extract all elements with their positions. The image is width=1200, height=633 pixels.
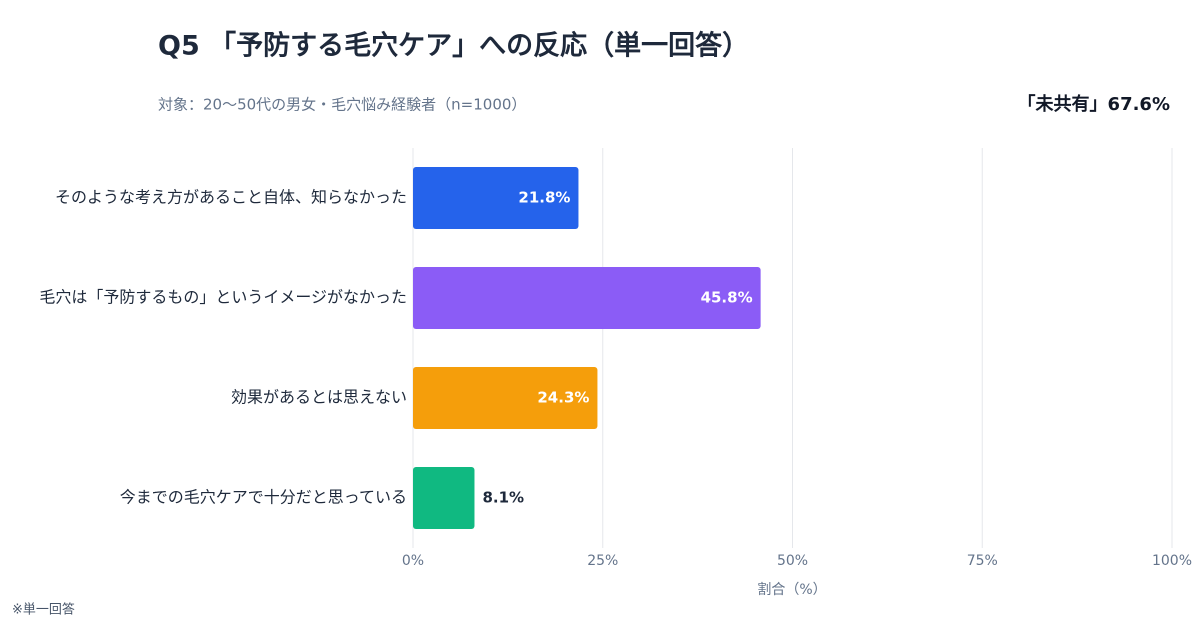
y-tick-label: 毛穴は「予防するもの」というイメージがなかった: [39, 288, 407, 307]
x-axis-label: 割合（%）: [757, 581, 826, 598]
x-tick-label: 75%: [967, 553, 998, 569]
value-label: 21.8%: [518, 189, 570, 207]
value-label: 8.1%: [482, 489, 524, 507]
x-tick-label: 50%: [777, 553, 808, 569]
footnote: ※単一回答: [12, 602, 75, 618]
y-tick-label: そのような考え方があること自体、知らなかった: [55, 188, 407, 207]
value-label: 45.8%: [701, 289, 753, 307]
bar: [413, 467, 475, 529]
x-tick-label: 0%: [402, 553, 424, 569]
y-tick-label: 効果があるとは思えない: [231, 388, 407, 407]
y-tick-label: 今までの毛穴ケアで十分だと思っている: [120, 488, 407, 507]
chart-subtitle: 対象：20〜50代の男女・毛穴悩み経験者（n=1000）: [158, 96, 526, 114]
bar: [413, 167, 579, 229]
bar: [413, 267, 761, 329]
annotation: 「未共有」67.6%: [1018, 93, 1170, 115]
chart-title: Q5 「予防する毛穴ケア」への反応（単一回答）: [158, 30, 749, 62]
x-tick-label: 25%: [587, 553, 618, 569]
x-tick-label: 100%: [1152, 553, 1192, 569]
bar: [413, 367, 598, 429]
value-label: 24.3%: [537, 389, 589, 407]
